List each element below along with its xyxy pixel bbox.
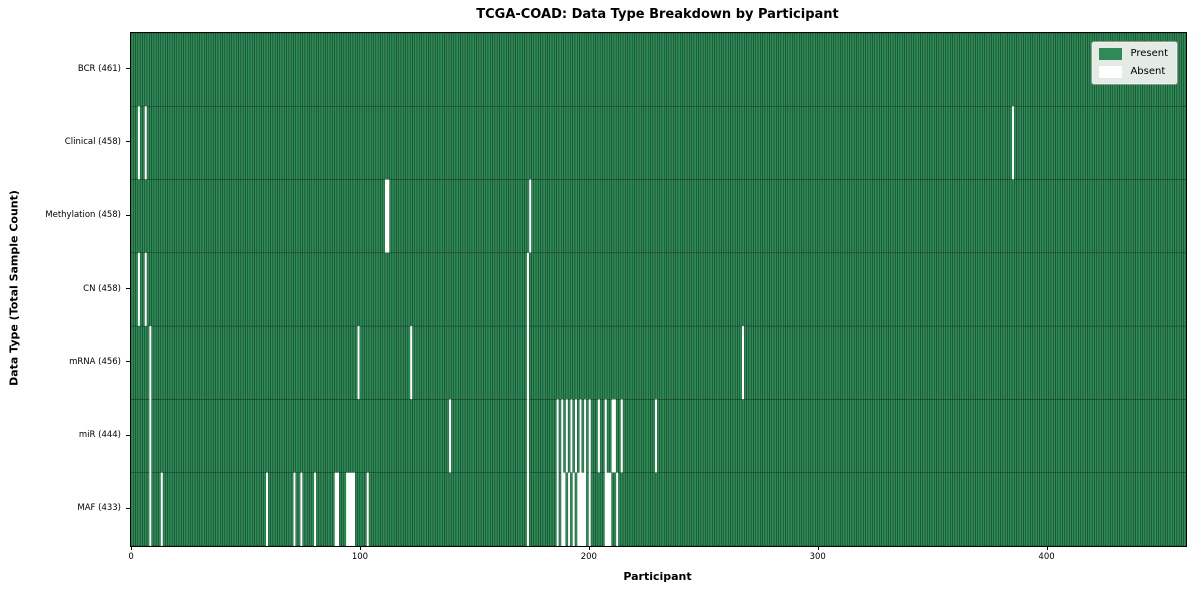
y-tick-label: MAF (433) [77,503,121,514]
x-tick-label: 0 [128,552,134,562]
absent-swatch-icon [1099,66,1123,78]
x-tick-mark [1046,546,1048,550]
x-tick-mark [588,546,590,550]
y-tick-label: BCR (461) [77,63,121,74]
x-tick-label: 200 [580,552,597,562]
y-tick-mark [126,288,130,289]
y-tick-label: miR (444) [78,430,121,441]
heatmap-svg [131,33,1186,546]
legend-label-absent: Absent [1130,66,1166,77]
y-tick-mark [126,434,130,436]
y-tick-mark [126,507,130,509]
y-tick-label: Methylation (458) [45,210,121,221]
chart-title: TCGA-COAD: Data Type Breakdown by Partic… [476,7,839,22]
y-tick-mark [126,214,130,216]
legend-item-absent: Absent [1099,66,1168,78]
y-tick-mark [126,141,130,143]
legend-item-present: Present [1099,48,1168,60]
legend: Present Absent [1091,41,1178,85]
y-tick-label: CN (458) [83,283,121,294]
x-tick-label: 300 [809,552,826,562]
x-tick-mark [131,546,133,550]
x-axis-label: Participant [623,570,692,583]
x-tick-mark [817,546,819,550]
x-tick-mark [359,546,361,550]
x-tick-label: 100 [351,552,369,562]
legend-label-present: Present [1130,48,1168,59]
y-tick-mark [126,68,130,70]
plot-area: Present Absent [130,32,1187,547]
y-tick-label: Clinical (458) [64,136,121,147]
x-tick-label: 400 [1038,552,1055,562]
y-tick-mark [126,361,130,363]
present-swatch-icon [1099,48,1123,60]
y-tick-label: mRNA (456) [69,356,121,367]
